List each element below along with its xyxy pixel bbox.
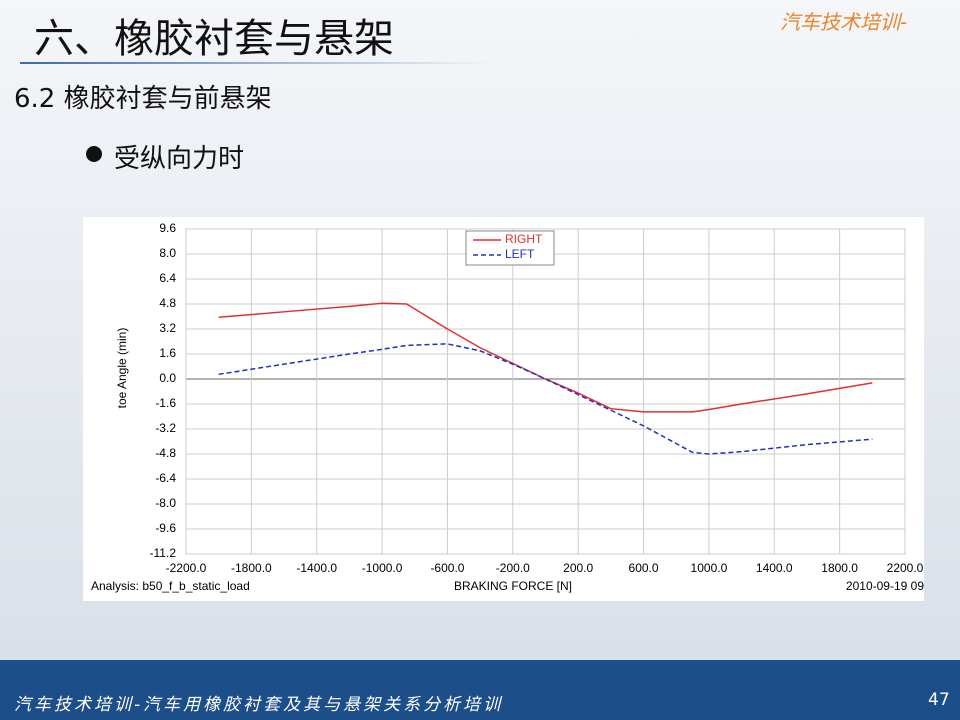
analysis-label: Analysis: b50_f_b_static_load (91, 579, 250, 593)
series-line (218, 343, 873, 455)
timestamp: 2010-09-19 09 (846, 579, 924, 593)
x-tick-label: 2200.0 (887, 561, 924, 575)
y-tick-label: -1.6 (155, 396, 176, 410)
x-tick-label: -1000.0 (362, 561, 403, 575)
y-tick-label: 6.4 (159, 271, 176, 285)
x-tick-label: -1400.0 (296, 561, 337, 575)
slide-title: 六、橡胶衬套与悬架 (34, 16, 394, 62)
x-tick-label: -1800.0 (231, 561, 272, 575)
y-tick-label: 8.0 (159, 246, 176, 260)
bullet-dot (86, 146, 102, 162)
x-tick-label: -200.0 (496, 561, 530, 575)
y-tick-label: -9.6 (155, 521, 176, 535)
y-tick-label: 4.8 (159, 296, 176, 310)
x-tick-label: 1800.0 (821, 561, 858, 575)
x-tick-label: -600.0 (430, 561, 464, 575)
page-number: 47 (928, 690, 950, 710)
legend-label: LEFT (505, 247, 535, 261)
x-tick-label: -2200.0 (166, 561, 207, 575)
y-tick-label: 0.0 (159, 371, 176, 385)
y-tick-label: -8.0 (155, 496, 176, 510)
footer-text: 汽车技术培训-汽车用橡胶衬套及其与悬架关系分析培训 (14, 695, 504, 715)
legend-box (465, 230, 555, 266)
chart-background (83, 217, 924, 601)
y-tick-label: 9.6 (159, 221, 176, 235)
y-axis-label: toe Angle (min) (115, 328, 129, 409)
x-tick-label: 600.0 (629, 561, 659, 575)
x-axis-label: BRAKING FORCE [N] (454, 579, 572, 593)
y-tick-label: -4.8 (155, 446, 176, 460)
x-tick-label: 1400.0 (756, 561, 793, 575)
y-tick-label: -3.2 (155, 421, 176, 435)
series-line (218, 302, 873, 413)
brand: 汽车技术培训- (780, 10, 908, 34)
y-tick-label: 1.6 (159, 346, 176, 360)
bullet-text: 受纵向力时 (114, 144, 245, 174)
y-tick-label: 3.2 (159, 321, 176, 335)
footer-bar (0, 660, 960, 720)
legend-label: RIGHT (505, 232, 543, 246)
y-tick-label: -6.4 (155, 471, 176, 485)
title-rule (20, 62, 490, 64)
subtitle: 6.2 橡胶衬套与前悬架 (14, 84, 272, 114)
x-tick-label: 1000.0 (691, 561, 728, 575)
x-tick-label: 200.0 (563, 561, 593, 575)
chart: toe Angle (min) BRAKING FORCE [N] Analys… (83, 217, 924, 601)
y-tick-label: -11.2 (150, 546, 177, 560)
